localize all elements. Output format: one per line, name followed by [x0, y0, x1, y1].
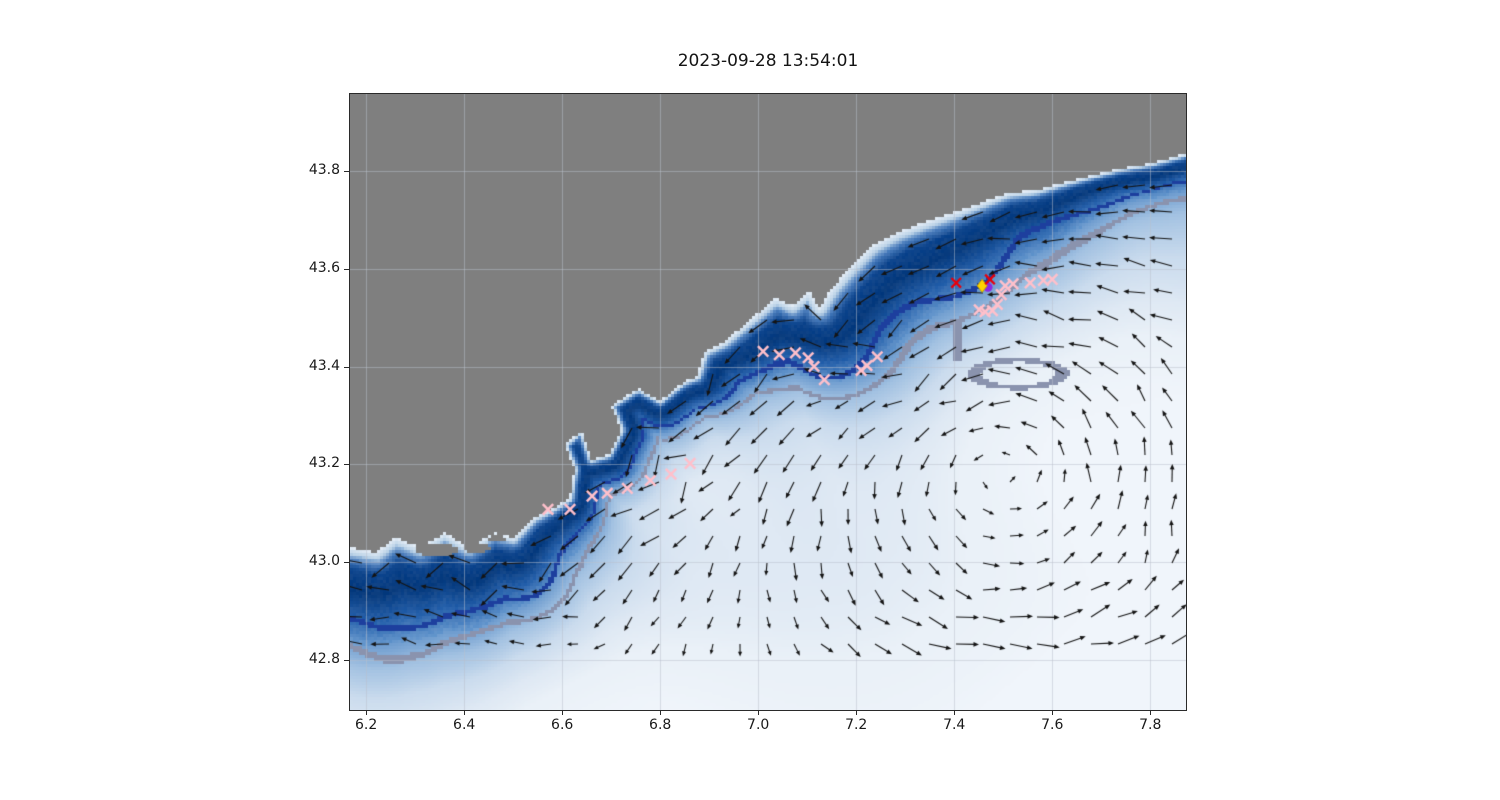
plot-title: 2023-09-28 13:54:01 — [677, 51, 859, 71]
y-tick-mark — [344, 170, 349, 172]
x-tick-label: 6.4 — [453, 717, 476, 733]
x-tick-mark — [1052, 711, 1054, 715]
y-tick-label: 43.4 — [308, 357, 340, 374]
x-tick-label: 6.6 — [551, 717, 574, 733]
x-tick-mark — [856, 711, 858, 715]
y-tick-mark — [344, 268, 349, 270]
x-tick-label: 7.2 — [845, 717, 868, 733]
x-tick-mark — [464, 711, 466, 715]
x-tick-label: 7.8 — [1139, 717, 1162, 733]
y-tick-mark — [344, 366, 349, 368]
x-tick-label: 6.2 — [355, 717, 378, 733]
x-tick-label: 6.8 — [649, 717, 672, 733]
x-tick-mark — [660, 711, 662, 715]
y-tick-mark — [344, 660, 349, 662]
map-canvas — [350, 94, 1186, 710]
y-tick-mark — [344, 464, 349, 466]
y-tick-label: 43.0 — [308, 553, 340, 570]
plot-area — [349, 93, 1187, 711]
y-tick-label: 43.2 — [308, 455, 340, 472]
x-tick-label: 7.0 — [747, 717, 770, 733]
x-tick-mark — [366, 711, 368, 715]
x-tick-mark — [758, 711, 760, 715]
x-tick-mark — [562, 711, 564, 715]
y-tick-label: 43.8 — [308, 161, 340, 178]
y-tick-mark — [344, 562, 349, 564]
y-tick-label: 42.8 — [308, 651, 340, 668]
x-tick-mark — [1150, 711, 1152, 715]
x-tick-label: 7.6 — [1041, 717, 1064, 733]
x-tick-label: 7.4 — [943, 717, 966, 733]
y-tick-label: 43.6 — [308, 259, 340, 276]
x-tick-mark — [954, 711, 956, 715]
